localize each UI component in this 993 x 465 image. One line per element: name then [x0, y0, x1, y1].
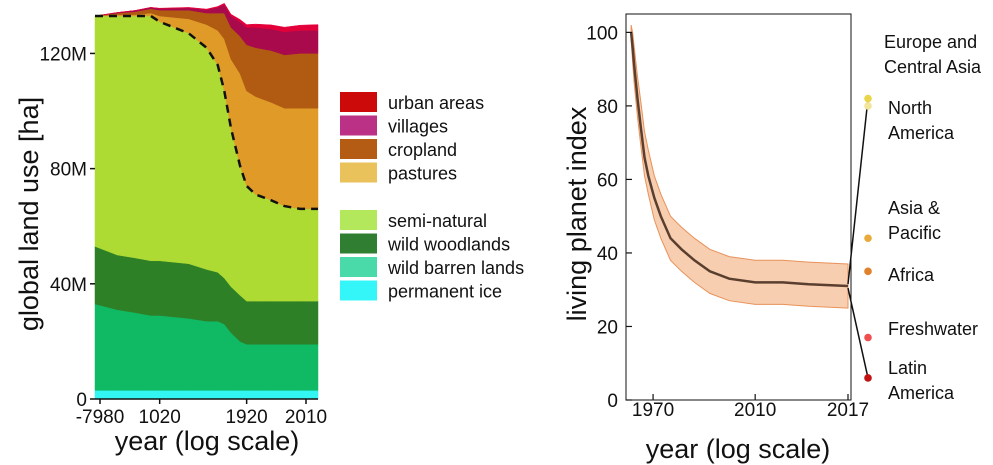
left-x-tick-label: 1020	[139, 407, 181, 428]
region-label-freshwater: Freshwater	[888, 319, 978, 339]
region-dot-north-america	[864, 102, 872, 110]
area-urban-areas	[94, 2, 319, 33]
left-x-axis-label: year (log scale)	[115, 426, 300, 456]
region-label-africa: Africa	[888, 265, 935, 285]
legend-swatch-pastures	[340, 162, 377, 183]
right-y-tick-label: 0	[607, 391, 618, 412]
left-y-tick-label: 120M	[39, 44, 87, 65]
legend-swatch-villages	[340, 115, 377, 136]
legend-swatch-urban-areas	[340, 92, 377, 112]
legend-swatch-permanent-ice	[340, 280, 377, 301]
legend-label-urban-areas: urban areas	[388, 93, 484, 113]
upper-range-connector	[847, 98, 869, 285]
legend-label-pastures: pastures	[388, 164, 457, 184]
left-x-tick-label: -7980	[76, 407, 125, 428]
land-use-legend: urban areas villages cropland pastures semi-…	[340, 92, 524, 302]
right-y-tick-label: 40	[597, 244, 618, 265]
right-x-tick-label: 2010	[734, 400, 776, 421]
region-dot-latin-america	[864, 374, 872, 382]
land-use-areas	[94, 2, 319, 400]
right-y-tick-label: 80	[597, 97, 618, 118]
legend-label-semi-natural: semi-natural	[388, 211, 487, 231]
right-x-tick-label: 2017	[827, 400, 869, 421]
region-dot-europe-and-central-asia	[864, 94, 872, 103]
legend-swatch-wild-woodlands	[340, 233, 377, 254]
region-dot-africa	[864, 267, 872, 276]
legend-swatch-wild-barren-lands	[340, 257, 377, 277]
region-label-asia-pacific: Asia & Pacific	[888, 198, 941, 243]
left-y-tick-label: 40M	[50, 275, 87, 296]
left-y-tick-label: 80M	[50, 160, 87, 181]
region-dot-freshwater	[864, 333, 872, 342]
area-permanent-ice	[94, 390, 319, 400]
region-label-north-america: North America	[888, 98, 955, 143]
confidence-band	[630, 24, 849, 309]
right-y-tick-label: 100	[586, 23, 618, 44]
living-planet-chart: 0 20 40 60 80 100 1970 2010 2017 living planet …	[562, 13, 982, 464]
region-dot-asia-pacific	[864, 234, 872, 243]
right-x-ticks: 1970 2010 2017	[632, 394, 869, 421]
right-x-tick-label: 1970	[632, 400, 674, 421]
left-x-tick-label: 2010	[285, 407, 327, 428]
left-y-axis-label: global land use [ha]	[14, 97, 44, 331]
pasture-boundary-dashed-line	[95, 14, 318, 211]
lower-range-connector	[847, 287, 869, 379]
legend-swatch-semi-natural	[340, 210, 377, 230]
region-markers: Europe and Central Asia North America Asia &…	[847, 32, 982, 403]
right-y-tick-label: 60	[597, 170, 618, 191]
right-plot-frame	[625, 13, 852, 401]
region-label-europe-and-central-asia: Europe and Central Asia	[884, 32, 982, 77]
living-planet-index-line	[629, 32, 849, 288]
legend-label-wild-barren-lands: wild barren lands	[387, 258, 524, 278]
legend-swatch-cropland	[340, 139, 377, 159]
left-y-tick-label: 0	[76, 390, 87, 411]
region-label-latin-america: Latin America	[888, 358, 955, 403]
legend-label-permanent-ice: permanent ice	[388, 282, 502, 302]
left-x-tick-label: 1920	[225, 407, 267, 428]
left-x-ticks: -7980 1020 1920 2010	[76, 399, 327, 428]
right-y-ticks: 0 20 40 60 80 100	[586, 23, 632, 412]
left-y-ticks: 0 40M 80M 120M	[39, 44, 95, 411]
legend-label-cropland: cropland	[388, 140, 457, 160]
land-use-chart: 0 40M 80M 120M -7980 1020 1920 2010 global lan…	[14, 2, 524, 456]
right-y-axis-label: living planet index	[562, 106, 592, 321]
legend-label-villages: villages	[388, 117, 448, 137]
right-y-tick-label: 20	[597, 317, 618, 338]
legend-label-wild-woodlands: wild woodlands	[387, 235, 510, 255]
right-x-axis-label: year (log scale)	[646, 434, 831, 464]
